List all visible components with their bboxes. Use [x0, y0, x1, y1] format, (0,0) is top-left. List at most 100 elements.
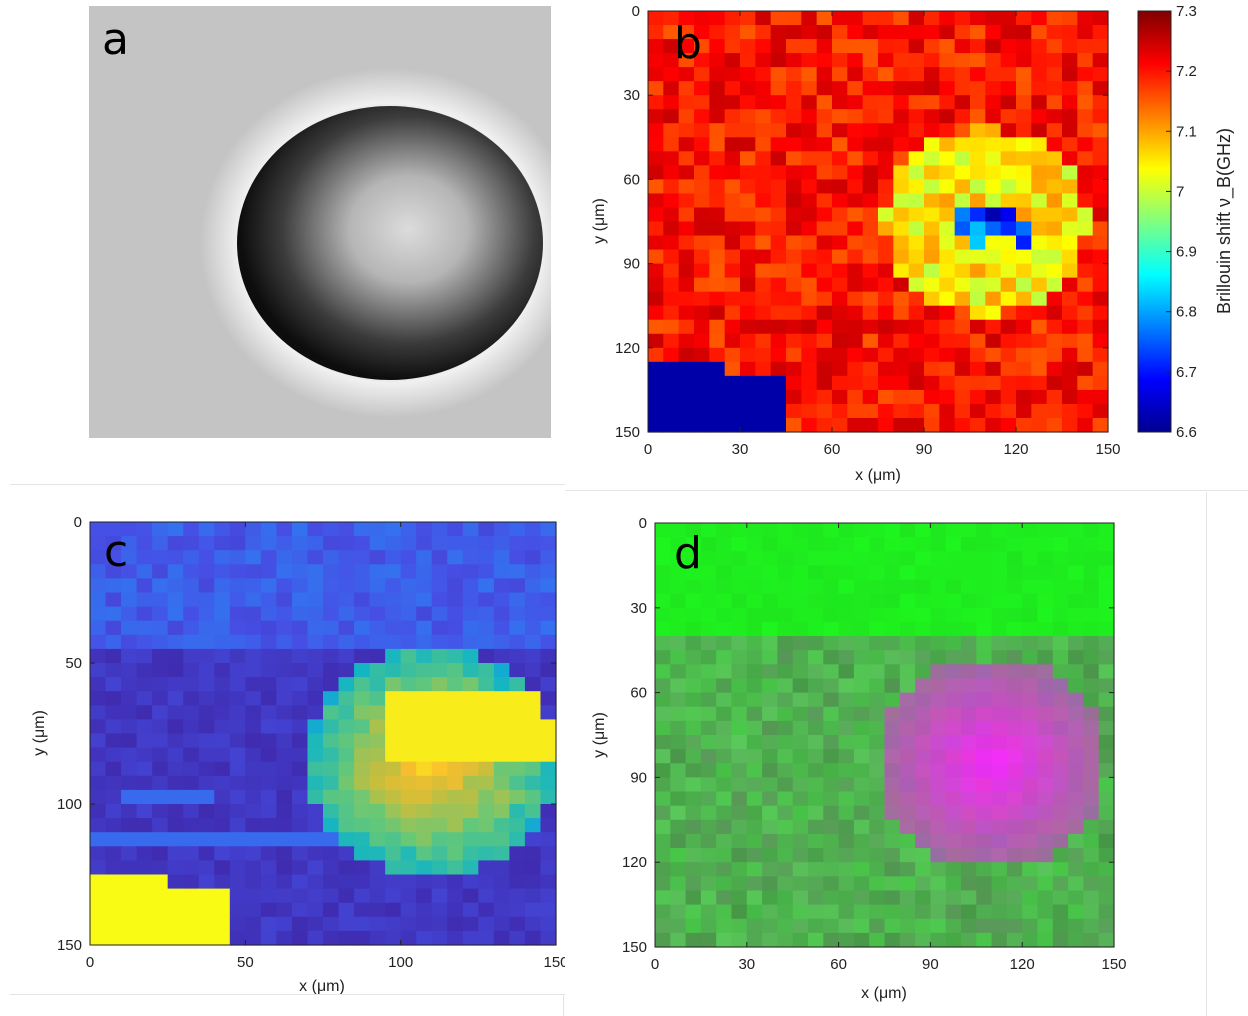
panel-c-cell: [260, 860, 277, 876]
panel-b-cell: [801, 319, 818, 335]
panel-b-cell: [1062, 193, 1078, 209]
panel-d-cell: [762, 593, 778, 609]
panel-b-cell: [755, 39, 772, 54]
panel-c-xtick-label: 100: [388, 954, 413, 971]
panel-b-cell: [878, 81, 894, 96]
panel-b-cell: [648, 95, 664, 110]
panel-c-cell: [183, 930, 200, 946]
panel-d-cell: [899, 664, 916, 680]
panel-b-cell: [908, 151, 925, 166]
panel-c-cell: [276, 691, 293, 706]
panel-d-cell: [1037, 692, 1054, 708]
panel-c-cell: [416, 860, 433, 876]
panel-b-cell: [740, 319, 756, 335]
panel-d-cell: [899, 692, 916, 708]
panel-d-cell: [700, 777, 717, 793]
panel-c-cell: [509, 846, 526, 861]
panel-b-cell: [678, 375, 695, 391]
panel-c-cell: [276, 705, 293, 720]
panel-c-cell: [385, 648, 402, 664]
panel-d-cell: [762, 664, 778, 680]
panel-d-cell: [777, 593, 794, 609]
panel-d-cell: [869, 621, 886, 637]
panel-d-cell: [1083, 706, 1100, 722]
panel-b-cell: [1062, 151, 1078, 166]
panel-c-cell: [214, 733, 231, 749]
panel-d-cell: [808, 904, 824, 920]
panel-d-cell: [1022, 791, 1039, 807]
panel-c-cell: [462, 550, 479, 565]
panel-c-cell: [509, 691, 526, 706]
panel-c-cell: [478, 578, 495, 594]
panel-c-cell: [214, 677, 231, 692]
panel-d-cell: [792, 777, 809, 793]
panel-d-cell: [976, 749, 993, 764]
panel-b-cell: [1062, 165, 1078, 180]
panel-d-cell: [777, 621, 794, 637]
panel-d-cell: [869, 819, 886, 835]
panel-d-cell: [1022, 664, 1039, 680]
panel-d-cell: [945, 890, 962, 906]
panel-d-cell: [869, 862, 886, 877]
panel-d-cell: [1068, 523, 1084, 538]
panel-b-cell: [1046, 193, 1063, 209]
panel-c-cell: [540, 677, 557, 692]
panel-d-cell: [792, 890, 809, 906]
panel-d-cell: [792, 621, 809, 637]
panel-b-cell: [939, 81, 956, 96]
panel-d-cell: [716, 537, 733, 552]
panel-c-cell: [524, 916, 542, 932]
panel-b-cell: [663, 67, 680, 82]
panel-d-cell: [976, 890, 993, 906]
panel-b-cell: [878, 417, 894, 433]
panel-d-cell: [685, 749, 702, 764]
panel-d-cell: [884, 664, 901, 680]
panel-b-cell: [970, 403, 986, 419]
panel-b-cell: [1031, 179, 1048, 195]
panel-d-cell: [853, 551, 870, 566]
panel-b-cell: [1000, 347, 1017, 363]
panel-b-cell: [1046, 389, 1063, 405]
panel-b-cell: [985, 417, 1002, 433]
panel-c-cell: [198, 888, 215, 904]
panel-d-cell: [670, 537, 687, 552]
panel-b-cell: [663, 151, 680, 166]
panel-d-cell: [961, 678, 977, 694]
panel-b-cell: [724, 263, 741, 279]
panel-c-cell: [167, 620, 184, 636]
panel-b-cell: [740, 375, 756, 391]
panel-c-cell: [291, 902, 309, 918]
panel-d-cell: [1006, 805, 1023, 821]
panel-d-cell: [915, 735, 931, 750]
panel-c-cell: [245, 592, 262, 608]
panel-c-cell: [121, 860, 138, 876]
panel-b-cell: [786, 207, 802, 223]
panel-b-cell: [801, 235, 818, 251]
panel-c-cell: [540, 874, 557, 890]
panel-d-cell: [991, 918, 1008, 934]
panel-b-cell: [770, 207, 787, 223]
panel-d-cell: [930, 706, 947, 722]
panel-b-cell: [694, 95, 710, 110]
panel-c-cell: [478, 818, 495, 833]
panel-d-cell: [1068, 579, 1084, 595]
panel-b-cell: [1000, 375, 1017, 391]
panel-c-cell: [167, 719, 184, 735]
panel-c-cell: [524, 832, 542, 847]
panel-b-cell: [1016, 277, 1032, 293]
panel-c-cell: [385, 916, 402, 932]
panel-d-cell: [991, 565, 1008, 581]
panel-c-cell: [369, 564, 386, 579]
panel-d-cell: [1037, 777, 1054, 793]
panel-b-cell: [832, 319, 848, 335]
panel-c-cell: [291, 691, 309, 706]
panel-d-cell: [899, 551, 916, 566]
panel-b-cell: [694, 333, 710, 349]
panel-d-cell: [670, 833, 687, 849]
panel-d-cell: [976, 607, 993, 623]
panel-d-cell: [869, 579, 886, 595]
panel-d-cell: [991, 650, 1008, 665]
panel-d-cell: [838, 833, 855, 849]
panel-d-cell: [1098, 833, 1115, 849]
